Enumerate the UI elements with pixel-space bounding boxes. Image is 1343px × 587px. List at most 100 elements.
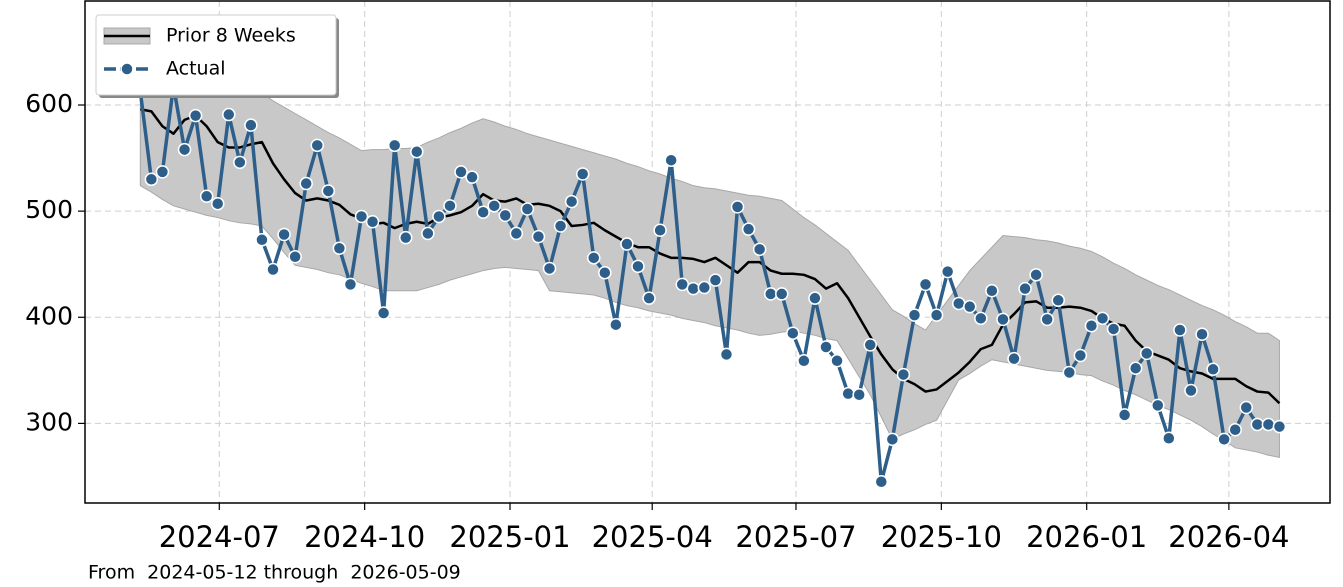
x-tick-label: 2025-07 xyxy=(735,520,856,554)
point xyxy=(929,308,944,322)
y-tick-label: 600 xyxy=(25,89,73,118)
point xyxy=(1206,362,1220,377)
point xyxy=(509,226,524,241)
point xyxy=(188,108,203,123)
point xyxy=(1272,419,1287,434)
point xyxy=(365,215,380,229)
point xyxy=(1084,319,1099,333)
point xyxy=(222,107,236,122)
point xyxy=(896,367,911,382)
point xyxy=(819,340,833,354)
point xyxy=(951,296,966,311)
x-tick-label: 2026-04 xyxy=(1168,520,1289,554)
point xyxy=(775,287,789,301)
point xyxy=(244,118,258,132)
point xyxy=(1139,346,1154,361)
point xyxy=(752,242,767,257)
point xyxy=(1073,348,1088,363)
point xyxy=(398,230,413,245)
point xyxy=(266,262,280,277)
point xyxy=(542,261,557,276)
point xyxy=(1162,431,1176,446)
plot-frame xyxy=(84,0,1331,504)
point xyxy=(1195,327,1209,342)
point xyxy=(586,251,601,265)
point xyxy=(985,283,999,298)
point xyxy=(210,196,225,211)
point xyxy=(553,219,568,233)
point xyxy=(874,475,889,489)
point xyxy=(310,138,325,153)
footnote: From 2024-05-12 through 2026-05-09 xyxy=(88,562,461,584)
point xyxy=(1173,323,1187,337)
point xyxy=(1040,312,1054,327)
point xyxy=(963,299,977,314)
x-tick-label: 2024-10 xyxy=(304,520,425,554)
point xyxy=(432,209,446,224)
point xyxy=(918,277,933,292)
point xyxy=(797,354,811,368)
point xyxy=(299,176,313,191)
point xyxy=(1151,398,1165,413)
point xyxy=(598,265,612,280)
point xyxy=(1007,351,1021,366)
point xyxy=(465,170,479,184)
point xyxy=(233,155,247,170)
point xyxy=(708,273,723,287)
point xyxy=(852,387,866,402)
point xyxy=(786,326,800,340)
point xyxy=(531,229,546,244)
point xyxy=(1106,322,1121,336)
point xyxy=(144,172,159,187)
point xyxy=(642,291,656,305)
point xyxy=(199,189,214,204)
point xyxy=(343,277,358,292)
x-tick-label: 2024-07 xyxy=(159,520,280,554)
point xyxy=(255,233,269,247)
point xyxy=(741,222,756,236)
point xyxy=(841,386,855,401)
y-tick-label: 500 xyxy=(25,195,73,224)
point xyxy=(376,306,391,320)
point xyxy=(1217,432,1231,447)
point xyxy=(155,165,170,179)
band xyxy=(139,30,1280,458)
point xyxy=(277,227,291,242)
point xyxy=(177,142,192,157)
point xyxy=(1095,311,1110,326)
point xyxy=(421,226,435,241)
point xyxy=(1018,281,1032,296)
point xyxy=(907,308,922,322)
point xyxy=(697,280,712,295)
y-tick-label: 400 xyxy=(25,301,73,330)
point xyxy=(476,205,490,219)
point xyxy=(1228,423,1242,437)
point xyxy=(1051,293,1065,308)
point xyxy=(454,165,468,179)
point xyxy=(410,144,424,159)
point xyxy=(664,153,678,167)
point xyxy=(1062,365,1077,380)
point xyxy=(387,138,402,153)
point xyxy=(940,264,955,279)
point xyxy=(631,259,645,274)
point xyxy=(1117,408,1132,422)
point xyxy=(1239,400,1254,415)
point xyxy=(686,281,701,296)
x-tick-label: 2026-01 xyxy=(1026,520,1147,554)
point xyxy=(1261,417,1276,432)
x-tick-label: 2025-01 xyxy=(449,520,570,554)
point xyxy=(1128,361,1143,375)
point xyxy=(730,200,745,214)
point xyxy=(332,241,347,256)
legend-marker xyxy=(120,62,134,76)
legend-box xyxy=(95,14,337,96)
point xyxy=(974,311,988,326)
point xyxy=(1029,268,1043,282)
point xyxy=(1250,417,1265,432)
point xyxy=(719,347,734,362)
point xyxy=(1184,383,1198,398)
point xyxy=(808,291,822,305)
legend-label: Actual xyxy=(166,58,226,80)
point xyxy=(653,223,667,237)
